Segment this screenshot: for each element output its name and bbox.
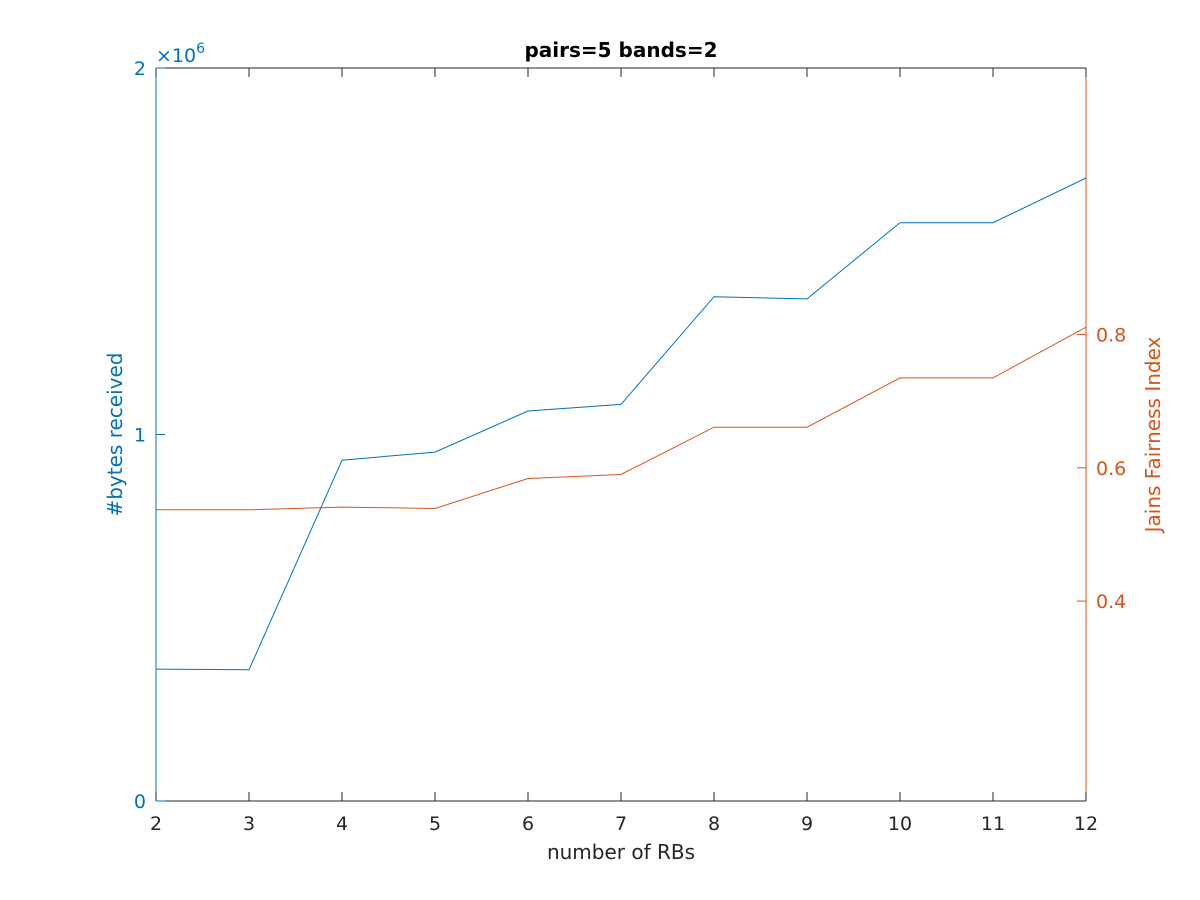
- right-y-tick-label: 0.4: [1096, 591, 1126, 613]
- exponent-power: 6: [196, 41, 205, 57]
- x-tick-label: 5: [429, 813, 441, 835]
- x-tick-label: 4: [336, 813, 348, 835]
- x-tick-label: 8: [708, 813, 720, 835]
- right-y-tick-label: 0.8: [1096, 325, 1126, 347]
- fairness-index-line: [156, 326, 1087, 511]
- x-tick-label: 12: [1074, 813, 1098, 835]
- bytes-received-line: [155, 177, 1087, 671]
- left-axis-exponent: ×106: [156, 41, 205, 67]
- x-tick-label: 11: [981, 813, 1005, 835]
- chart-title: pairs=5 bands=2: [524, 38, 717, 62]
- right-y-tick-label: 0.6: [1096, 458, 1126, 480]
- plot-area: [156, 68, 1086, 801]
- left-y-tick-label: 2: [134, 58, 146, 80]
- series-layer: [155, 177, 1087, 671]
- x-tick-label: 6: [522, 813, 534, 835]
- x-tick-label: 3: [243, 813, 255, 835]
- x-tick-label: 2: [150, 813, 162, 835]
- left-y-axis-label: #bytes received: [103, 353, 127, 517]
- left-y-tick-label: 1: [134, 425, 146, 447]
- left-y-tick-label: 0: [134, 791, 146, 813]
- x-tick-label: 9: [801, 813, 813, 835]
- x-tick-label: 10: [888, 813, 912, 835]
- exponent-base: ×10: [156, 45, 196, 67]
- right-y-axis-label: Jains Fairness Index: [1141, 336, 1165, 534]
- x-tick-label: 7: [615, 813, 627, 835]
- x-axis-label: number of RBs: [547, 840, 695, 864]
